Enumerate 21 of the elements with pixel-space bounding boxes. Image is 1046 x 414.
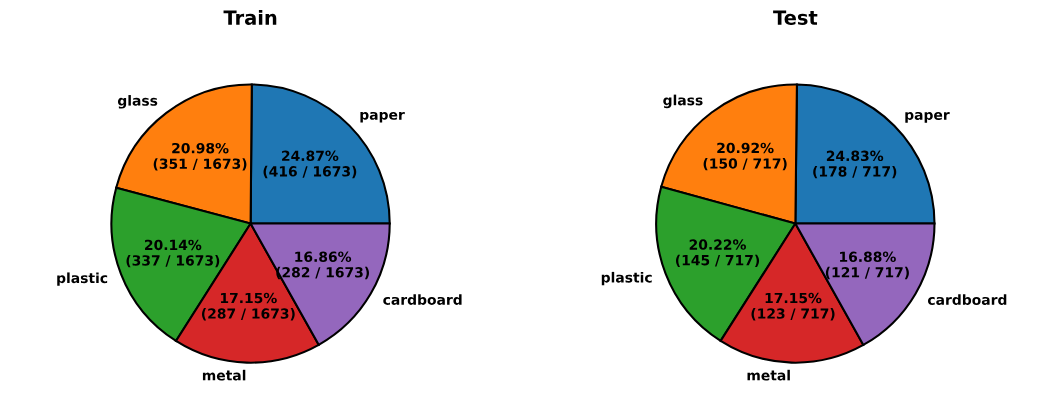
slice-label: plastic bbox=[601, 271, 652, 286]
slice-label: cardboard bbox=[927, 294, 1007, 305]
data-label: 24.87% (416 / 1673) bbox=[263, 150, 357, 179]
slice-label: glass bbox=[663, 94, 703, 109]
data-label: 20.22% (145 / 717) bbox=[676, 239, 760, 268]
data-label: 17.15% (123 / 717) bbox=[751, 292, 835, 321]
data-label: 17.15% (287 / 1673) bbox=[201, 292, 295, 321]
data-label: 20.92% (150 / 717) bbox=[703, 142, 787, 171]
slice-label: metal bbox=[747, 369, 790, 381]
chart-title: Train bbox=[223, 9, 277, 25]
data-label: 20.14% (337 / 1673) bbox=[126, 239, 220, 268]
slice-label: glass bbox=[117, 95, 158, 109]
slice-label: metal bbox=[202, 369, 246, 381]
slice-label: paper bbox=[905, 112, 950, 123]
slice-label: paper bbox=[360, 111, 405, 123]
data-label: 24.83% (178 / 717) bbox=[813, 150, 897, 179]
chart-title: Test bbox=[773, 10, 818, 25]
slice-label: plastic bbox=[57, 272, 108, 286]
data-label: 20.98% (351 / 1673) bbox=[153, 142, 247, 171]
data-label: 16.88% (121 / 717) bbox=[825, 251, 909, 280]
slice-label: cardboard bbox=[383, 294, 462, 305]
